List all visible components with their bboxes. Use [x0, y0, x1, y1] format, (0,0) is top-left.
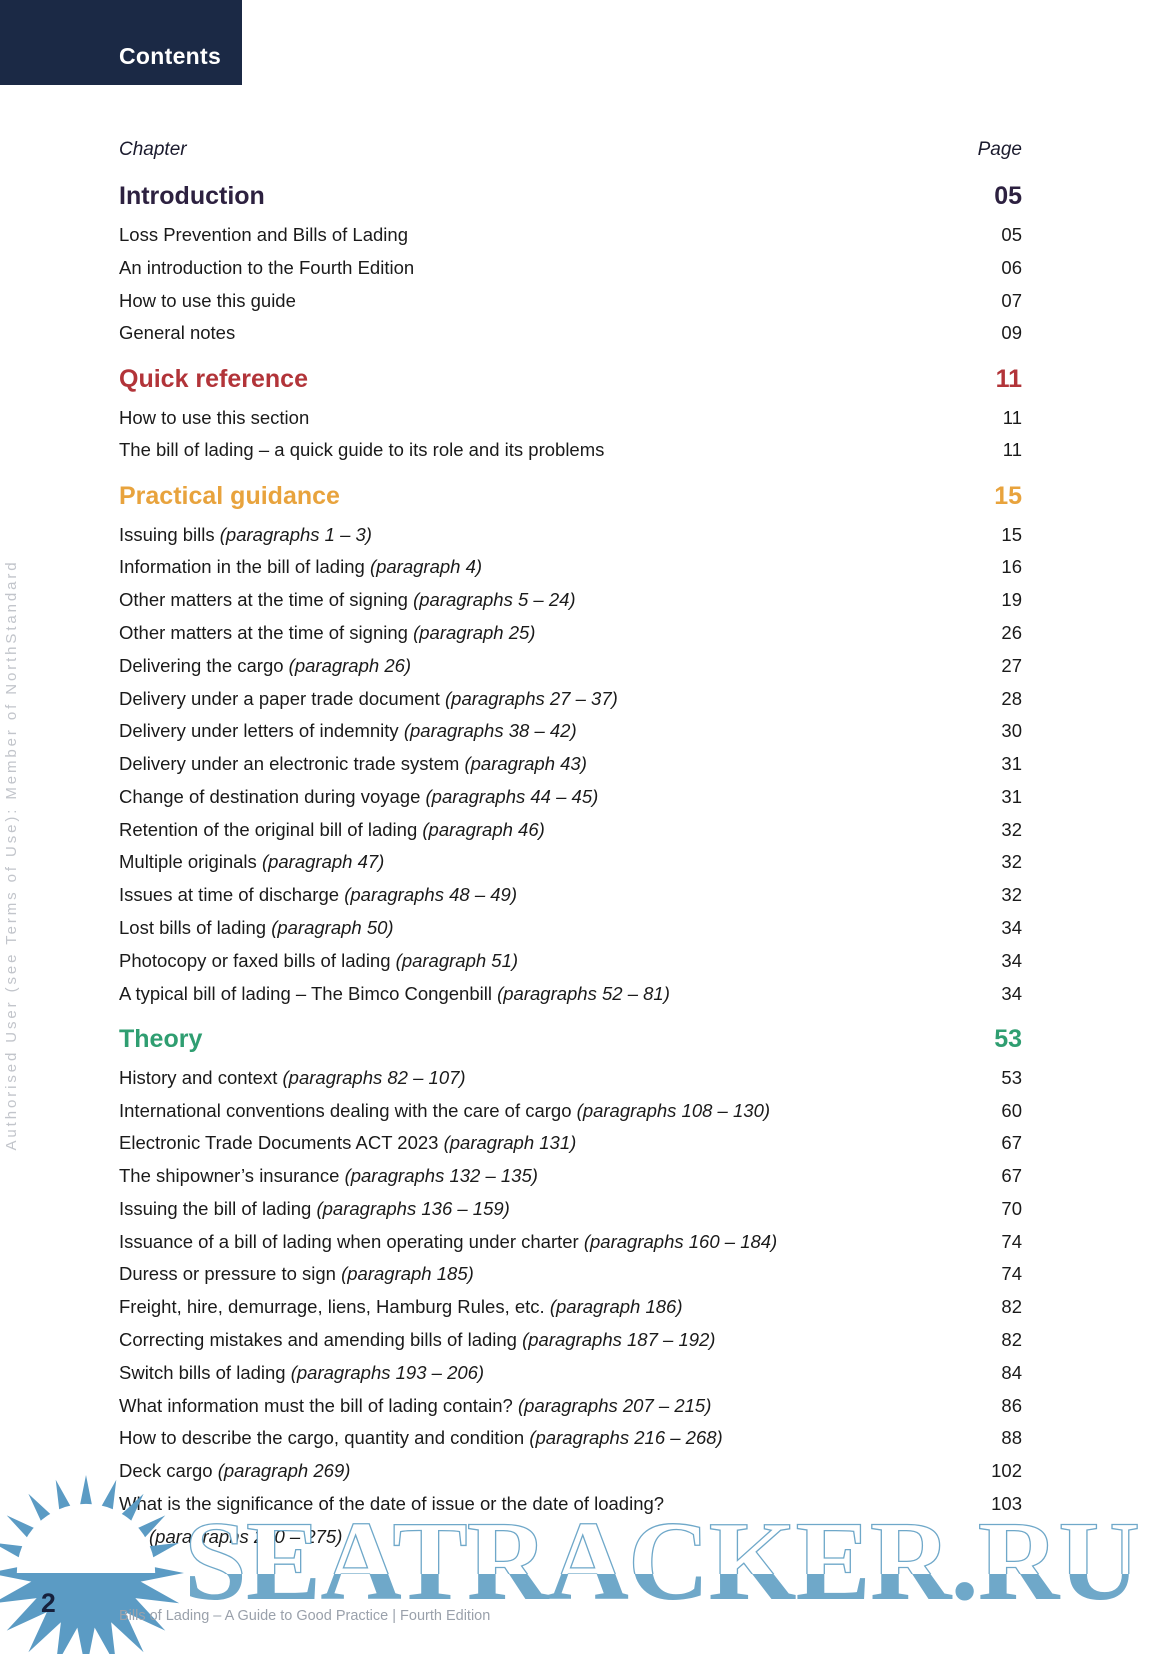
svg-text:2: 2	[41, 1588, 56, 1618]
